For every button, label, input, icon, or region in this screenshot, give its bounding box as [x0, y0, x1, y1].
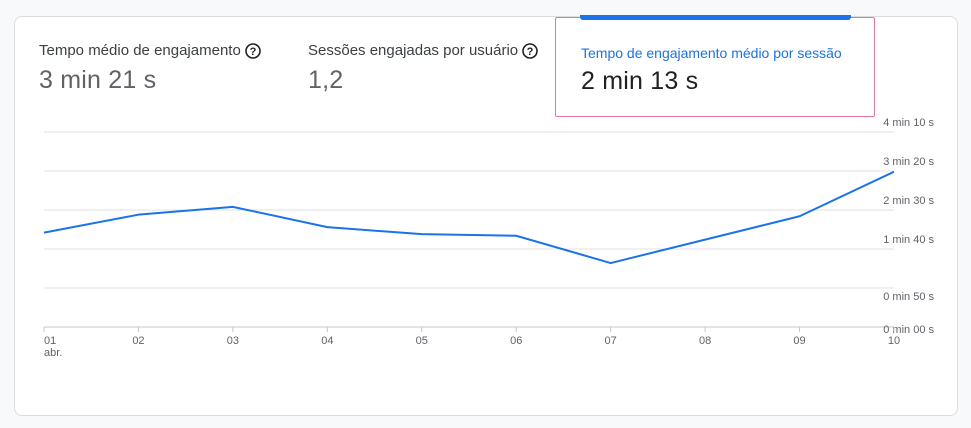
x-tick-label: 07 [605, 335, 617, 347]
x-tick-label: 04 [321, 335, 333, 347]
metric-value: 1,2 [308, 66, 344, 94]
line-chart: 4 min 10 s 3 min 20 s 2 min 30 s 1 min 40 s… [38, 117, 934, 359]
x-tick-label: 01 [44, 335, 56, 347]
metric-avg-engagement-time[interactable]: Tempo médio de engajamento ? 3 min 21 s [39, 17, 299, 117]
x-tick-label: 08 [699, 335, 711, 347]
svg-text:?: ? [527, 46, 534, 58]
data-point[interactable] [227, 201, 239, 213]
engagement-card: Tempo médio de engajamento ? 3 min 21 s … [14, 15, 958, 416]
data-point[interactable] [888, 166, 900, 178]
x-tick-label: 03 [227, 335, 239, 347]
metric-avg-engagement-per-session[interactable]: Tempo de engajamento médio por sessão 2 … [555, 15, 875, 117]
x-tick-label: 09 [793, 335, 805, 347]
help-circle-icon[interactable]: ? [244, 42, 261, 59]
y-tick-label: 0 min 50 s [883, 291, 934, 303]
metric-label: Tempo de engajamento médio por sessão [581, 45, 842, 61]
y-tick-label: 4 min 10 s [883, 117, 934, 129]
x-tick-label: 06 [510, 335, 522, 347]
series-line[interactable] [43, 170, 895, 265]
y-tick-label: 2 min 30 s [883, 195, 934, 207]
metric-label: Tempo médio de engajamento [39, 42, 241, 59]
metric-value: 2 min 13 s [581, 67, 699, 95]
y-tick-label: 1 min 40 s [883, 234, 934, 246]
data-point[interactable] [38, 227, 50, 239]
x-tick-label: 05 [416, 335, 428, 347]
data-point[interactable] [794, 210, 806, 222]
data-point[interactable] [510, 230, 522, 242]
metric-engaged-sessions-per-user[interactable]: Sessões engajadas por usuário ? 1,2 [308, 17, 558, 117]
metric-value: 3 min 21 s [39, 66, 157, 94]
x-tick-label: 02 [132, 335, 144, 347]
x-month-label: abr. [44, 347, 62, 359]
metric-label: Sessões engajadas por usuário [308, 42, 519, 59]
data-point[interactable] [132, 209, 144, 221]
y-tick-label: 3 min 20 s [883, 156, 934, 168]
x-tick-label: 10 [888, 335, 900, 347]
help-circle-icon[interactable]: ? [522, 42, 538, 59]
data-point[interactable] [699, 234, 711, 246]
data-point[interactable] [605, 257, 617, 269]
selected-tab-indicator [580, 15, 851, 20]
data-point[interactable] [416, 228, 428, 240]
data-point[interactable] [321, 221, 333, 233]
svg-text:?: ? [249, 46, 256, 58]
y-tick-label: 0 min 00 s [883, 324, 934, 336]
